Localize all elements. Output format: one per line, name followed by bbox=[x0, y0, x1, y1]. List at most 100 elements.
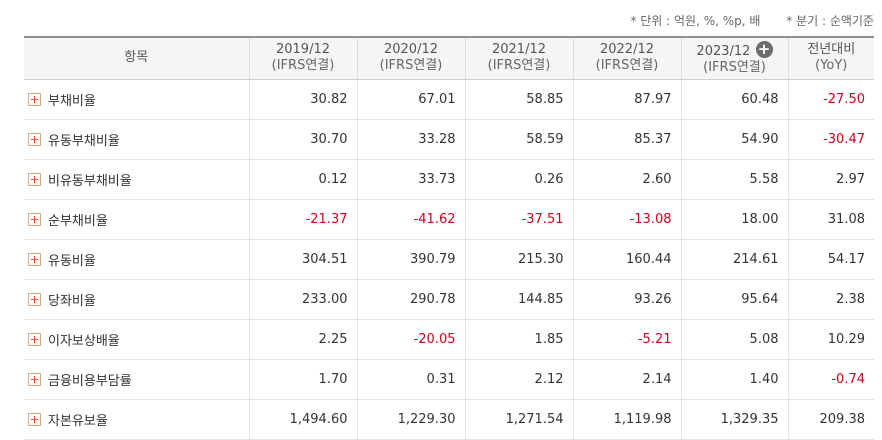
expand-plus-icon[interactable] bbox=[28, 172, 41, 186]
expand-plus-icon[interactable] bbox=[28, 92, 41, 106]
value-cell: 87.97 bbox=[572, 79, 681, 120]
value-cell: 304.51 bbox=[248, 239, 357, 280]
value-cell: 2.12 bbox=[464, 359, 573, 400]
value-cell: 0.26 bbox=[464, 159, 573, 200]
table-row: 순부채비율 -21.37 -41.62 -37.51 -13.08 18.00 31.08 bbox=[24, 199, 874, 240]
value-cell: 160.44 bbox=[572, 239, 681, 280]
value-cell: 54.17 bbox=[787, 239, 874, 280]
row-label-cell[interactable]: 부채비율 bbox=[24, 79, 249, 120]
value-cell: 2.38 bbox=[787, 279, 874, 320]
table-row: 자본유보율 1,494.60 1,229.30 1,271.54 1,119.98 1,3… bbox=[24, 399, 874, 440]
row-label: 유동비율 bbox=[48, 253, 96, 269]
column-header-2019: 2019/12 (IFRS연결) bbox=[248, 36, 357, 80]
value-cell: 93.26 bbox=[572, 279, 681, 320]
value-cell: 1.70 bbox=[248, 359, 357, 400]
row-label: 비유동부채비율 bbox=[48, 173, 132, 189]
expand-plus-icon[interactable] bbox=[28, 252, 41, 266]
row-label-cell[interactable]: 이자보상배율 bbox=[24, 319, 249, 360]
value-cell: 1,229.30 bbox=[356, 399, 465, 440]
expand-plus-icon[interactable] bbox=[28, 132, 41, 146]
value-cell: 58.59 bbox=[464, 119, 573, 160]
value-cell: -13.08 bbox=[572, 199, 681, 240]
value-cell: 1,119.98 bbox=[572, 399, 681, 440]
table-row: 당좌비율 233.00 290.78 144.85 93.26 95.64 2.38 bbox=[24, 279, 874, 320]
row-label-cell[interactable]: 유동부채비율 bbox=[24, 119, 249, 160]
value-cell: 2.60 bbox=[572, 159, 681, 200]
row-label-cell[interactable]: 유동비율 bbox=[24, 239, 249, 280]
value-cell: 1,494.60 bbox=[248, 399, 357, 440]
value-cell: 10.29 bbox=[787, 319, 874, 360]
value-cell: 2.97 bbox=[787, 159, 874, 200]
basis-note: * 분기 : 순액기준 bbox=[786, 14, 874, 28]
plus-circle-icon[interactable]: + bbox=[755, 40, 773, 58]
value-cell: 60.48 bbox=[680, 79, 788, 120]
header-row: 항목 2019/12 (IFRS연결) 2020/12 (IFRS연결) 2021/… bbox=[24, 36, 874, 80]
expand-plus-icon[interactable] bbox=[28, 292, 41, 306]
row-label: 이자보상배율 bbox=[48, 333, 120, 349]
value-cell: 214.61 bbox=[680, 239, 788, 280]
value-cell: -27.50 bbox=[787, 79, 874, 120]
table-body: 부채비율 30.82 67.01 58.85 87.97 60.48 -27.50 유동부채비… bbox=[24, 79, 874, 440]
value-cell: 5.08 bbox=[680, 319, 788, 360]
value-cell: 0.31 bbox=[356, 359, 465, 400]
value-cell: 95.64 bbox=[680, 279, 788, 320]
value-cell: -5.21 bbox=[572, 319, 681, 360]
table-row: 유동부채비율 30.70 33.28 58.59 85.37 54.90 -30.47 bbox=[24, 119, 874, 160]
financial-ratio-table: 항목 2019/12 (IFRS연결) 2020/12 (IFRS연결) 2021/… bbox=[24, 36, 874, 440]
row-label-cell[interactable]: 금융비용부담률 bbox=[24, 359, 249, 400]
value-cell: 2.25 bbox=[248, 319, 357, 360]
value-cell: 5.58 bbox=[680, 159, 788, 200]
table-row: 비유동부채비율 0.12 33.73 0.26 2.60 5.58 2.97 bbox=[24, 159, 874, 200]
value-cell: -30.47 bbox=[787, 119, 874, 160]
value-cell: 215.30 bbox=[464, 239, 573, 280]
column-header-item: 항목 bbox=[24, 36, 249, 80]
unit-note: * 단위 : 억원, %, %p, 배 bbox=[630, 14, 761, 28]
value-cell: 390.79 bbox=[356, 239, 465, 280]
value-cell: -0.74 bbox=[787, 359, 874, 400]
value-cell: -41.62 bbox=[356, 199, 465, 240]
expand-plus-icon[interactable] bbox=[28, 412, 41, 426]
row-label-cell[interactable]: 순부채비율 bbox=[24, 199, 249, 240]
value-cell: 1,271.54 bbox=[464, 399, 573, 440]
value-cell: 233.00 bbox=[248, 279, 357, 320]
value-cell: 0.12 bbox=[248, 159, 357, 200]
value-cell: 33.73 bbox=[356, 159, 465, 200]
row-label-cell[interactable]: 당좌비율 bbox=[24, 279, 249, 320]
value-cell: 33.28 bbox=[356, 119, 465, 160]
column-header-2023: 2023/12 + (IFRS연결) bbox=[680, 36, 788, 80]
value-cell: 209.38 bbox=[787, 399, 874, 440]
value-cell: 31.08 bbox=[787, 199, 874, 240]
value-cell: 30.82 bbox=[248, 79, 357, 120]
row-label-cell[interactable]: 비유동부채비율 bbox=[24, 159, 249, 200]
value-cell: 30.70 bbox=[248, 119, 357, 160]
value-cell: -21.37 bbox=[248, 199, 357, 240]
value-cell: 1,329.35 bbox=[680, 399, 788, 440]
value-cell: 1.85 bbox=[464, 319, 573, 360]
table-row: 금융비용부담률 1.70 0.31 2.12 2.14 1.40 -0.74 bbox=[24, 359, 874, 400]
table-row: 유동비율 304.51 390.79 215.30 160.44 214.61 54.17 bbox=[24, 239, 874, 280]
value-cell: 58.85 bbox=[464, 79, 573, 120]
row-label: 유동부채비율 bbox=[48, 133, 120, 149]
value-cell: -37.51 bbox=[464, 199, 573, 240]
table-row: 이자보상배율 2.25 -20.05 1.85 -5.21 5.08 10.29 bbox=[24, 319, 874, 360]
table-row: 부채비율 30.82 67.01 58.85 87.97 60.48 -27.50 bbox=[24, 79, 874, 120]
column-header-2021: 2021/12 (IFRS연결) bbox=[464, 36, 573, 80]
column-header-2020: 2020/12 (IFRS연결) bbox=[356, 36, 465, 80]
row-label: 당좌비율 bbox=[48, 293, 96, 309]
row-label-cell[interactable]: 자본유보율 bbox=[24, 399, 249, 440]
value-cell: 85.37 bbox=[572, 119, 681, 160]
expand-plus-icon[interactable] bbox=[28, 372, 41, 386]
expand-plus-icon[interactable] bbox=[28, 212, 41, 226]
value-cell: 290.78 bbox=[356, 279, 465, 320]
expand-plus-icon[interactable] bbox=[28, 332, 41, 346]
value-cell: 144.85 bbox=[464, 279, 573, 320]
value-cell: 2.14 bbox=[572, 359, 681, 400]
table-notes: * 단위 : 억원, %, %p, 배 * 분기 : 순액기준 bbox=[608, 12, 874, 29]
value-cell: 54.90 bbox=[680, 119, 788, 160]
value-cell: 1.40 bbox=[680, 359, 788, 400]
value-cell: 18.00 bbox=[680, 199, 788, 240]
column-header-yoy: 전년대비 (YoY) bbox=[787, 36, 874, 80]
row-label: 순부채비율 bbox=[48, 213, 108, 229]
row-label: 자본유보율 bbox=[48, 413, 108, 429]
